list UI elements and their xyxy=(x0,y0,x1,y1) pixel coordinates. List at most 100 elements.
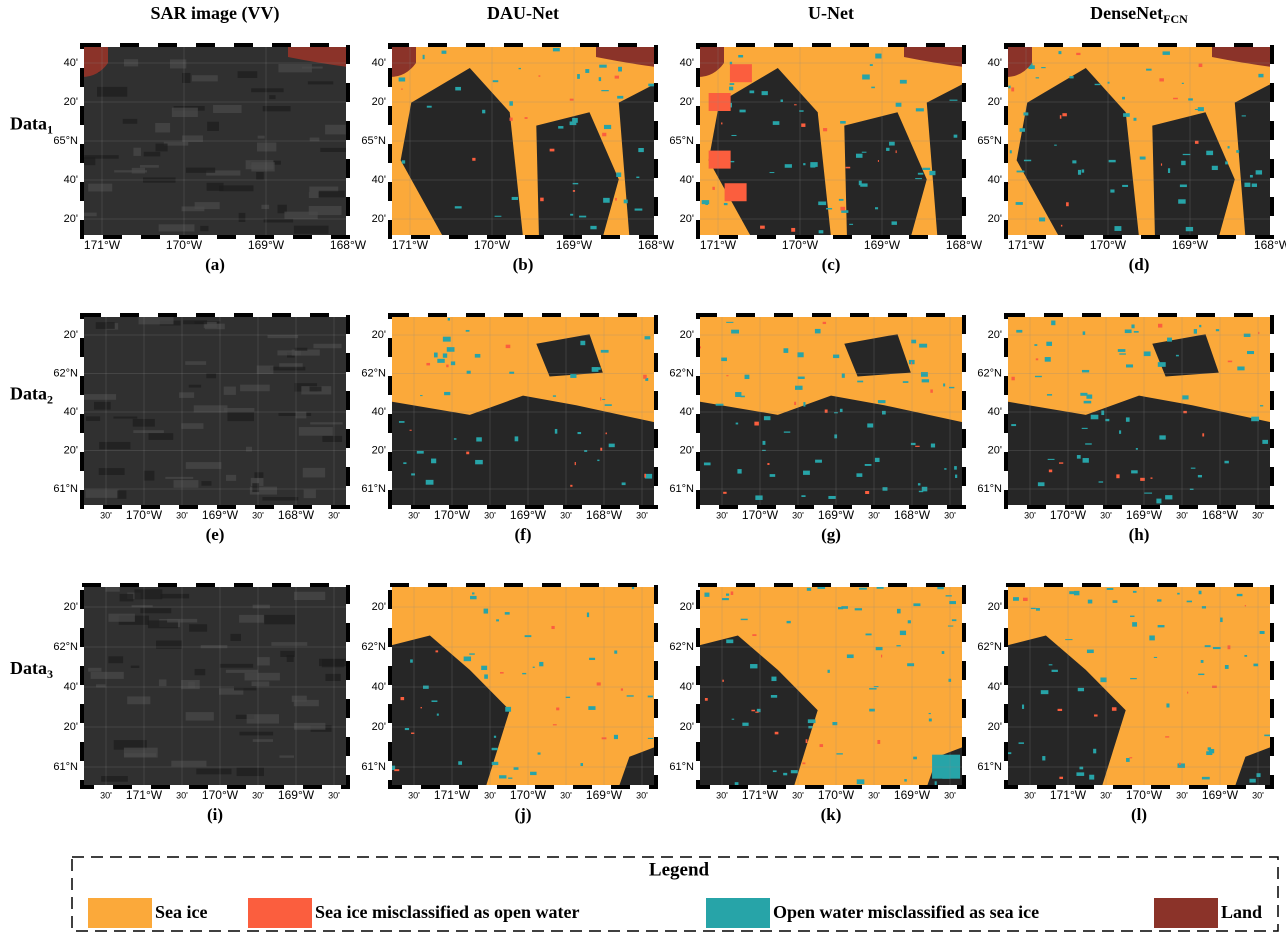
panel-label: (j) xyxy=(515,805,532,824)
sar-texture xyxy=(258,136,265,139)
misclass-teal xyxy=(763,441,766,445)
misclass-teal xyxy=(1202,606,1206,608)
column-header: DenseNetFCN xyxy=(1090,3,1188,26)
misclass-teal xyxy=(1034,344,1037,346)
sar-texture xyxy=(189,624,207,631)
misclass-teal xyxy=(841,210,848,213)
sar-texture xyxy=(226,670,258,673)
misclass-teal xyxy=(755,495,762,500)
misclass-teal xyxy=(1225,665,1229,669)
x-tick-label: 170°W xyxy=(1090,238,1127,252)
misclass-teal xyxy=(399,77,406,81)
misclass-teal xyxy=(736,423,738,425)
misclass-teal xyxy=(1154,657,1157,658)
sar-texture xyxy=(117,490,126,498)
x-tick-label: 30' xyxy=(1100,510,1112,520)
misclass-teal xyxy=(455,87,461,91)
y-tick-label: 61°N xyxy=(361,761,386,773)
misclass-teal xyxy=(609,444,615,448)
misclass-teal xyxy=(762,91,768,95)
y-tick-label: 65°N xyxy=(669,135,694,147)
sar-texture xyxy=(140,165,159,168)
x-tick-label: 169°W xyxy=(1126,508,1163,522)
column-header-name: SAR image (VV) xyxy=(151,3,280,24)
misclass-teal xyxy=(1049,664,1053,665)
misclass-teal xyxy=(1256,170,1262,174)
misclass-teal xyxy=(871,87,875,89)
sar-texture xyxy=(247,714,279,723)
misclass-teal xyxy=(1041,690,1049,694)
misclass-teal xyxy=(918,483,921,485)
y-tick-label: 40' xyxy=(988,174,1002,186)
misclass-teal xyxy=(1095,84,1101,85)
misclass-teal xyxy=(932,755,960,779)
map-panel xyxy=(390,585,656,787)
sar-texture xyxy=(185,361,206,365)
y-tick-label: 40' xyxy=(64,406,78,418)
misclass-teal xyxy=(897,609,901,614)
misclass-teal xyxy=(1122,185,1128,187)
sar-texture xyxy=(287,655,294,662)
misclass-teal xyxy=(900,80,907,84)
misclass-teal xyxy=(538,752,541,754)
misclass-teal xyxy=(447,347,455,352)
x-tick-label: 171°W xyxy=(392,238,429,252)
misclass-teal xyxy=(585,69,589,73)
sar-texture xyxy=(284,212,317,219)
panel-label: (g) xyxy=(821,525,841,544)
y-tick-label: 20' xyxy=(372,96,386,108)
x-tick-label: 169°W xyxy=(248,238,285,252)
sar-texture xyxy=(159,224,195,231)
x-tick-label: 30' xyxy=(868,790,880,800)
misclass-red xyxy=(1060,115,1062,119)
misclass-teal xyxy=(750,664,757,668)
misclass-teal xyxy=(915,178,922,179)
misclass-teal xyxy=(929,713,931,714)
misclass-teal xyxy=(907,663,914,666)
misclass-teal xyxy=(724,203,728,205)
sar-texture xyxy=(257,365,274,373)
misclass-teal xyxy=(1187,601,1192,603)
misclass-teal xyxy=(451,361,455,365)
sar-texture xyxy=(240,385,270,392)
y-tick-label: 62°N xyxy=(669,641,694,653)
map-panel xyxy=(698,315,964,507)
misclass-teal xyxy=(617,96,623,99)
misclass-teal xyxy=(579,216,586,218)
sar-texture xyxy=(269,95,275,99)
sar-texture xyxy=(165,477,193,479)
legend-label: Sea ice xyxy=(155,902,207,922)
misclass-teal xyxy=(1242,115,1246,116)
sar-texture xyxy=(213,105,242,113)
misclass-teal xyxy=(566,697,570,698)
sar-texture xyxy=(96,322,115,329)
misclass-teal xyxy=(921,372,928,377)
sar-texture xyxy=(83,394,116,400)
misclass-teal xyxy=(494,736,496,738)
sar-texture xyxy=(313,344,341,349)
misclass-teal xyxy=(1244,334,1251,337)
y-tick-label: 65°N xyxy=(361,135,386,147)
sar-texture xyxy=(251,88,283,92)
misclass-teal xyxy=(929,719,932,722)
misclass-red xyxy=(643,375,647,379)
misclass-teal xyxy=(1180,185,1187,188)
x-tick-label: 168°W xyxy=(1202,508,1239,522)
y-tick-label: 20' xyxy=(64,721,78,733)
misclass-teal xyxy=(1178,199,1185,203)
y-tick-label: 62°N xyxy=(669,367,694,379)
x-tick-label: 169°W xyxy=(586,788,623,802)
misclass-teal xyxy=(1156,499,1161,504)
x-tick-label: 30' xyxy=(1100,790,1112,800)
y-tick-label: 20' xyxy=(680,96,694,108)
misclass-teal xyxy=(466,330,470,332)
x-tick-label: 170°W xyxy=(126,508,163,522)
sar-texture xyxy=(123,119,138,124)
misclass-teal xyxy=(1065,639,1072,640)
sar-texture xyxy=(310,387,322,392)
y-tick-label: 62°N xyxy=(53,641,78,653)
misclass-teal xyxy=(810,162,817,167)
sar-texture xyxy=(182,206,205,211)
y-tick-label: 62°N xyxy=(361,367,386,379)
x-tick-label: 168°W xyxy=(946,238,983,252)
